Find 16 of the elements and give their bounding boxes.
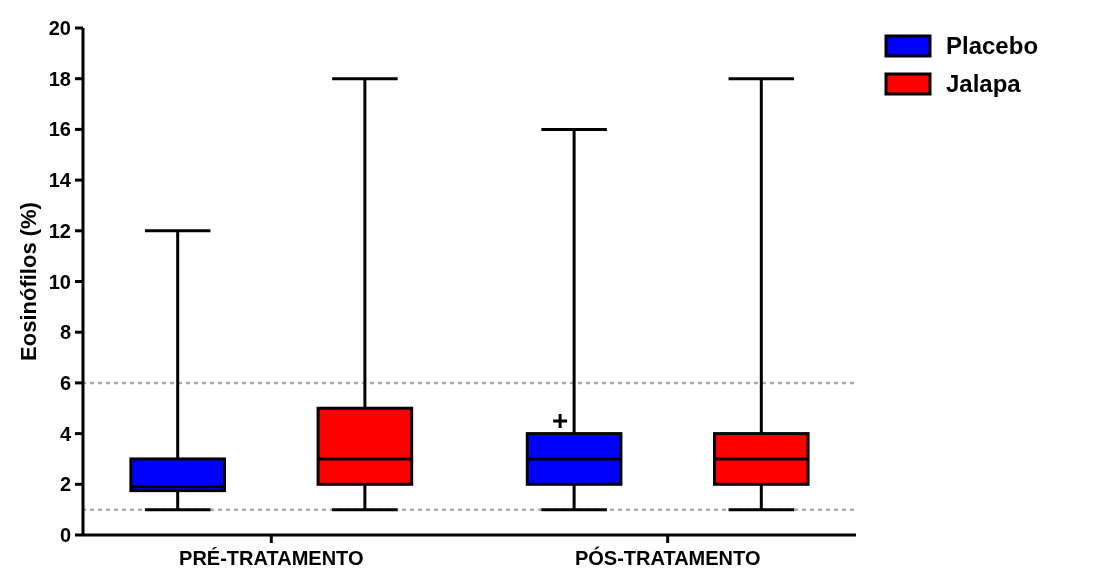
x-tick-label: PRÉ-TRATAMENTO xyxy=(179,547,364,569)
y-tick-label: 14 xyxy=(48,169,72,192)
legend-label: Jalapa xyxy=(946,70,1022,98)
y-tick-label: 18 xyxy=(48,67,71,90)
y-tick-label: 6 xyxy=(59,371,71,394)
legend-label: Placebo xyxy=(946,32,1039,60)
x-tick-label: PÓS-TRATAMENTO xyxy=(574,546,761,569)
y-tick-label: 0 xyxy=(59,524,71,546)
y-tick-label: 20 xyxy=(48,17,71,39)
y-tick-label: 16 xyxy=(48,118,71,141)
y-axis-title: Eosinófilos (%) xyxy=(16,202,41,361)
y-tick-label: 2 xyxy=(59,473,71,496)
y-tick-label: 12 xyxy=(48,219,71,242)
y-tick-label: 8 xyxy=(59,321,71,344)
y-tick-label: 10 xyxy=(48,270,71,293)
y-tick-label: 4 xyxy=(59,422,72,445)
